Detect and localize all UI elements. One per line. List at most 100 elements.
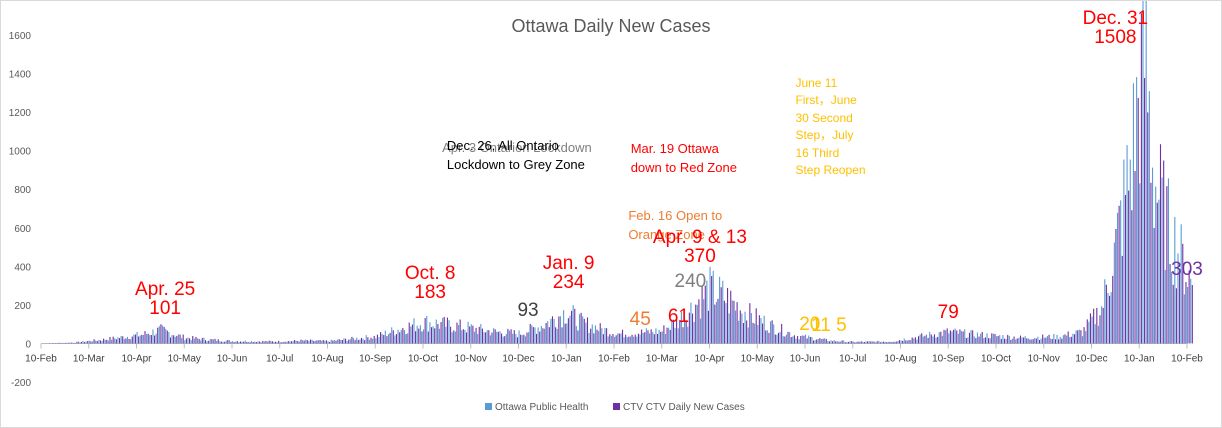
data-bar — [671, 319, 673, 344]
data-bar — [1064, 334, 1066, 344]
data-bar — [935, 337, 937, 344]
data-bar — [1048, 334, 1050, 344]
data-bar — [69, 342, 71, 344]
data-bar — [232, 341, 234, 344]
data-bar — [259, 341, 261, 344]
data-bar — [230, 341, 232, 344]
data-bar — [419, 325, 421, 344]
data-bar — [290, 341, 292, 344]
data-bar — [354, 340, 356, 344]
data-bar — [1050, 338, 1052, 344]
data-bar — [93, 339, 95, 344]
data-bar — [270, 341, 272, 344]
data-bar — [946, 328, 948, 344]
data-bar — [805, 334, 807, 344]
data-bar — [803, 335, 805, 344]
data-bar — [903, 338, 905, 344]
chart-title: Ottawa Daily New Cases — [511, 16, 710, 36]
data-bar — [521, 335, 523, 344]
data-bar — [1067, 331, 1069, 344]
data-bar — [1126, 145, 1128, 344]
data-bar — [219, 341, 221, 344]
data-bar — [282, 341, 285, 344]
data-bar — [734, 310, 737, 344]
data-bar — [553, 319, 555, 344]
data-bar — [321, 340, 323, 344]
data-bar — [744, 311, 746, 344]
data-bar — [391, 327, 393, 344]
data-bar — [828, 341, 830, 344]
data-bar — [652, 332, 654, 344]
data-bar — [787, 331, 789, 344]
data-bar — [679, 319, 681, 344]
data-bar — [722, 280, 724, 344]
data-bar — [999, 335, 1001, 344]
data-bar — [981, 331, 983, 344]
x-tick-label: 10-Apr — [694, 353, 725, 364]
data-bar — [510, 329, 512, 344]
data-bar — [577, 330, 579, 344]
data-bar — [537, 327, 539, 344]
data-bar — [575, 326, 577, 344]
data-bar — [816, 339, 818, 344]
data-bar — [1015, 339, 1017, 344]
data-bar — [1110, 292, 1112, 344]
data-bar — [879, 342, 881, 344]
data-bar — [413, 318, 415, 344]
annotation-label: Oct. 8 183 — [404, 263, 456, 304]
data-bar — [712, 270, 714, 344]
data-bar — [811, 337, 813, 344]
data-bar — [840, 341, 842, 344]
data-bar — [1139, 183, 1141, 344]
data-bar — [762, 323, 764, 344]
data-bar — [636, 336, 638, 344]
data-bar — [337, 339, 339, 344]
data-bar — [72, 342, 74, 344]
data-bar — [846, 341, 848, 344]
data-bar — [1013, 336, 1015, 344]
data-bar — [731, 300, 733, 344]
data-bar — [1118, 205, 1120, 344]
data-bar — [555, 327, 557, 344]
data-bar — [147, 333, 149, 344]
data-bar — [1081, 336, 1084, 344]
x-tick-label: 10-May — [741, 353, 774, 364]
data-bar — [472, 325, 474, 344]
data-bar — [658, 329, 660, 344]
data-bar — [746, 320, 748, 344]
data-bar — [432, 326, 434, 344]
data-bar — [317, 340, 320, 344]
data-bar — [212, 339, 214, 344]
data-bar — [403, 330, 405, 344]
data-bar — [322, 339, 324, 344]
data-bar — [263, 341, 265, 344]
data-bar — [128, 338, 130, 344]
data-bar — [996, 336, 998, 344]
data-bar — [302, 340, 304, 344]
data-bar — [235, 341, 237, 344]
data-bar — [1161, 177, 1163, 344]
data-bar — [556, 328, 558, 344]
x-tick-label: 10-Feb — [1171, 353, 1203, 364]
data-bar — [1180, 224, 1182, 344]
data-bar — [660, 331, 662, 344]
data-bar — [493, 328, 495, 344]
data-bar — [755, 308, 757, 344]
data-bar — [138, 336, 140, 344]
data-bar — [71, 342, 73, 344]
data-bar — [833, 340, 835, 344]
data-bar — [1093, 308, 1095, 344]
data-bar — [948, 333, 950, 344]
data-bar — [688, 312, 690, 344]
data-bar — [902, 340, 904, 344]
data-bar — [793, 335, 795, 344]
data-bar — [1043, 337, 1045, 344]
data-bar — [798, 339, 800, 344]
annotation-label: Jan. 9 234 — [542, 253, 595, 294]
data-bar — [1187, 286, 1189, 344]
data-bar — [588, 333, 590, 344]
data-bar — [801, 335, 803, 344]
data-bar — [873, 341, 875, 344]
data-bar — [254, 341, 256, 344]
x-tick-label: 10-Apr — [121, 353, 152, 364]
